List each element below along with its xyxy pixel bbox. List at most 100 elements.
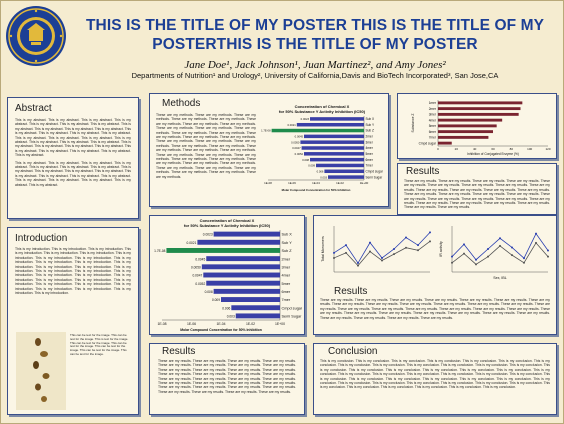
data-label: 0.009 bbox=[212, 298, 220, 302]
data-point bbox=[381, 256, 383, 259]
chart-title: Concentration of Chemical X bbox=[199, 218, 255, 223]
category-label: 4mer bbox=[366, 146, 374, 150]
data-point bbox=[499, 244, 501, 247]
category-label: 3mer bbox=[282, 265, 291, 269]
tick-label: 1E-04 bbox=[216, 322, 225, 326]
chart-bar bbox=[438, 124, 497, 128]
category-label: 4mer bbox=[429, 118, 437, 122]
y-axis-label: Total Monomers bbox=[321, 236, 325, 262]
methods-heading: Methods bbox=[162, 98, 201, 109]
data-point bbox=[487, 248, 489, 250]
tick-label: 120 bbox=[545, 147, 550, 151]
category-label: 7mer bbox=[366, 164, 374, 168]
data-point bbox=[475, 263, 477, 266]
tick-label: 1E-08 bbox=[157, 322, 166, 326]
chart-subtitle: for 50% Substance Y Activity Inhibition … bbox=[183, 223, 271, 228]
data-point bbox=[393, 248, 395, 250]
data-point bbox=[523, 257, 525, 260]
methods-panel: Methods These are my methods. These are … bbox=[149, 93, 389, 207]
y-axis-label: IR activity bbox=[439, 241, 443, 257]
university-seal-icon bbox=[6, 6, 66, 66]
x-axis-label: Molar Compound Concentration for 50% Inh… bbox=[180, 328, 262, 332]
data-label: 0.008 bbox=[302, 158, 309, 162]
data-label: 0.003 bbox=[320, 175, 327, 179]
conclusion-panel: Conclusion This is my conclusion. This i… bbox=[313, 343, 557, 415]
category-label: Cmpd sugar bbox=[419, 141, 437, 145]
results-text: These are my results. These are my resul… bbox=[404, 179, 550, 210]
data-point bbox=[535, 232, 537, 235]
top-right-chart-panel: 1mer 2mer 3mer 4mer 5mer 6mer 7mer Cmpd sugar 0 2… bbox=[397, 93, 557, 159]
chart-bar bbox=[310, 157, 364, 162]
conclusion-text: This is my conclusion. This is my conclu… bbox=[320, 359, 550, 390]
data-label: 0.0023 bbox=[203, 233, 213, 237]
data-label: 0.0045 bbox=[195, 257, 205, 261]
tick-label: 1E-02 bbox=[336, 181, 344, 185]
methods-bar-chart: Sub X 0.0023 Sub Y 0.0021 Sub Z 1.7E-08 2mer 0.… bbox=[261, 116, 384, 192]
data-point bbox=[345, 251, 347, 254]
data-point bbox=[499, 237, 501, 240]
data-point bbox=[547, 249, 549, 252]
chart-bar bbox=[221, 297, 280, 302]
chart-bar bbox=[328, 175, 364, 179]
mid-chart-panel: Concentration of Chemical X for 50% Subs… bbox=[149, 215, 305, 335]
category-label: 4mer bbox=[282, 274, 291, 278]
data-label: 0.0047 bbox=[292, 146, 301, 150]
data-point bbox=[511, 254, 513, 257]
methods-text: These are my methods. These are my metho… bbox=[156, 113, 256, 179]
data-point bbox=[429, 231, 431, 234]
chart-bar bbox=[197, 239, 280, 245]
data-point bbox=[381, 259, 383, 262]
chart-bar bbox=[438, 130, 493, 134]
chart-bar bbox=[213, 231, 280, 237]
category-label: 3mer bbox=[366, 140, 374, 144]
tick-label: 100 bbox=[527, 147, 532, 151]
chart-bar bbox=[203, 272, 280, 278]
total-monomers-line-chart: Total Monomers bbox=[321, 226, 431, 273]
category-label: Sub X bbox=[366, 117, 376, 121]
category-label: Sub Z bbox=[282, 249, 293, 253]
category-label: 1mer bbox=[429, 101, 437, 105]
chart-title: Concentration of Chemical X bbox=[294, 104, 350, 109]
data-point bbox=[547, 255, 549, 258]
category-label: 7mer bbox=[282, 298, 291, 302]
results-panel-1: Results These are my results. These are … bbox=[397, 163, 557, 215]
tick-label: 1E+00 bbox=[275, 322, 285, 326]
tick-label: 1E-02 bbox=[246, 322, 255, 326]
chart-bar bbox=[300, 140, 364, 144]
results-text: These are my results. These are my resul… bbox=[320, 298, 550, 320]
data-point bbox=[393, 253, 395, 256]
data-label: 0.008 bbox=[205, 290, 213, 294]
results-heading: Results bbox=[162, 346, 196, 357]
tick-label: 1E+00 bbox=[360, 181, 369, 185]
poster-authors: Jane Doe¹, Jack Johnson¹, Juan Martinez²… bbox=[184, 59, 446, 71]
category-label: Semi Sugar bbox=[366, 175, 384, 179]
data-label: 0.0052 bbox=[295, 152, 304, 156]
tick-label: 80 bbox=[510, 147, 514, 151]
data-label: 0.0021 bbox=[187, 241, 197, 245]
data-label: 0.0050 bbox=[291, 140, 300, 144]
category-label: Sub X bbox=[282, 233, 293, 237]
data-point bbox=[357, 262, 359, 265]
chart-bar bbox=[304, 152, 364, 156]
category-label: 6mer bbox=[429, 130, 437, 134]
data-point bbox=[475, 258, 477, 261]
data-point bbox=[463, 252, 465, 255]
data-point bbox=[405, 246, 407, 249]
tick-label: 20 bbox=[455, 147, 459, 151]
chart-bar bbox=[206, 256, 280, 262]
data-label: 0.0052 bbox=[195, 282, 205, 286]
ir-activity-line-chart: IR activity Sex, IBL bbox=[439, 226, 549, 280]
category-label: 6mer bbox=[366, 158, 374, 162]
chart-bar bbox=[201, 264, 280, 270]
image-caption: This can be text for the image. This can… bbox=[70, 333, 129, 356]
data-point bbox=[535, 241, 537, 244]
specimen-photo-icon bbox=[16, 332, 66, 410]
chart-bar bbox=[304, 134, 364, 139]
results-panel-3: Results These are my results. These are … bbox=[149, 343, 305, 415]
chart-bar bbox=[438, 141, 452, 145]
data-label: 0.006 bbox=[317, 169, 324, 173]
results-heading: Results bbox=[334, 286, 368, 297]
data-point bbox=[511, 246, 513, 249]
chart-bar bbox=[213, 288, 280, 294]
category-label: 5mer bbox=[429, 124, 437, 128]
